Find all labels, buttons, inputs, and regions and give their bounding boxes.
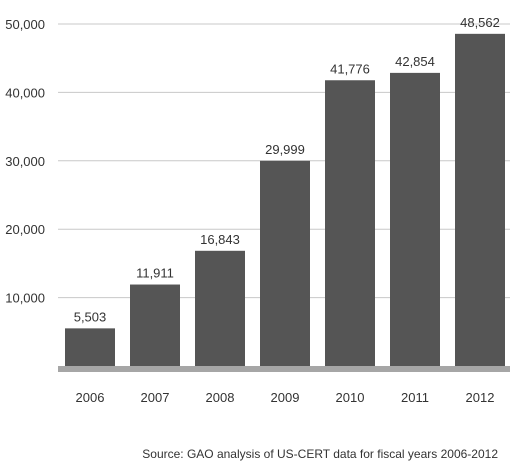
x-tick-label: 2011 [401, 390, 429, 405]
bar-2010 [325, 80, 375, 366]
x-axis-tick-labels: 2006 2007 2008 2009 2010 2011 2012 [76, 390, 495, 405]
y-tick-label: 50,000 [5, 17, 45, 32]
baseline [58, 366, 510, 372]
bar-2006 [65, 328, 115, 366]
bar-value-label: 16,843 [200, 232, 240, 247]
bar-value-label: 41,776 [330, 61, 370, 76]
bar-2007 [130, 284, 180, 366]
x-tick-label: 2012 [466, 390, 495, 405]
source-note: Source: GAO analysis of US-CERT data for… [142, 447, 498, 461]
x-tick-label: 2006 [76, 390, 105, 405]
x-axis-baseline [58, 366, 510, 372]
bars [65, 33, 505, 367]
y-tick-label: 40,000 [5, 85, 45, 100]
bar-value-label: 48,562 [460, 15, 500, 30]
y-tick-label: 10,000 [5, 291, 45, 306]
x-tick-label: 2007 [141, 390, 170, 405]
bar-2008 [195, 250, 245, 366]
bar-value-label: 11,911 [136, 266, 174, 281]
x-tick-label: 2008 [206, 390, 235, 405]
y-tick-label: 20,000 [5, 222, 45, 237]
x-tick-label: 2010 [336, 390, 365, 405]
y-tick-label: 30,000 [5, 154, 45, 169]
y-axis-tick-labels: 10,000 20,000 30,000 40,000 50,000 [5, 17, 45, 306]
bar-2012 [455, 33, 505, 367]
bar-value-label: 5,503 [74, 309, 107, 324]
bar-value-label: 42,854 [395, 54, 435, 69]
x-tick-label: 2009 [271, 390, 300, 405]
bar-2009 [260, 160, 310, 366]
bar-value-labels: 5,503 11,911 16,843 29,999 41,776 42,854 48,56… [74, 15, 500, 325]
bar-2011 [390, 72, 440, 367]
bar-value-label: 29,999 [265, 142, 305, 157]
